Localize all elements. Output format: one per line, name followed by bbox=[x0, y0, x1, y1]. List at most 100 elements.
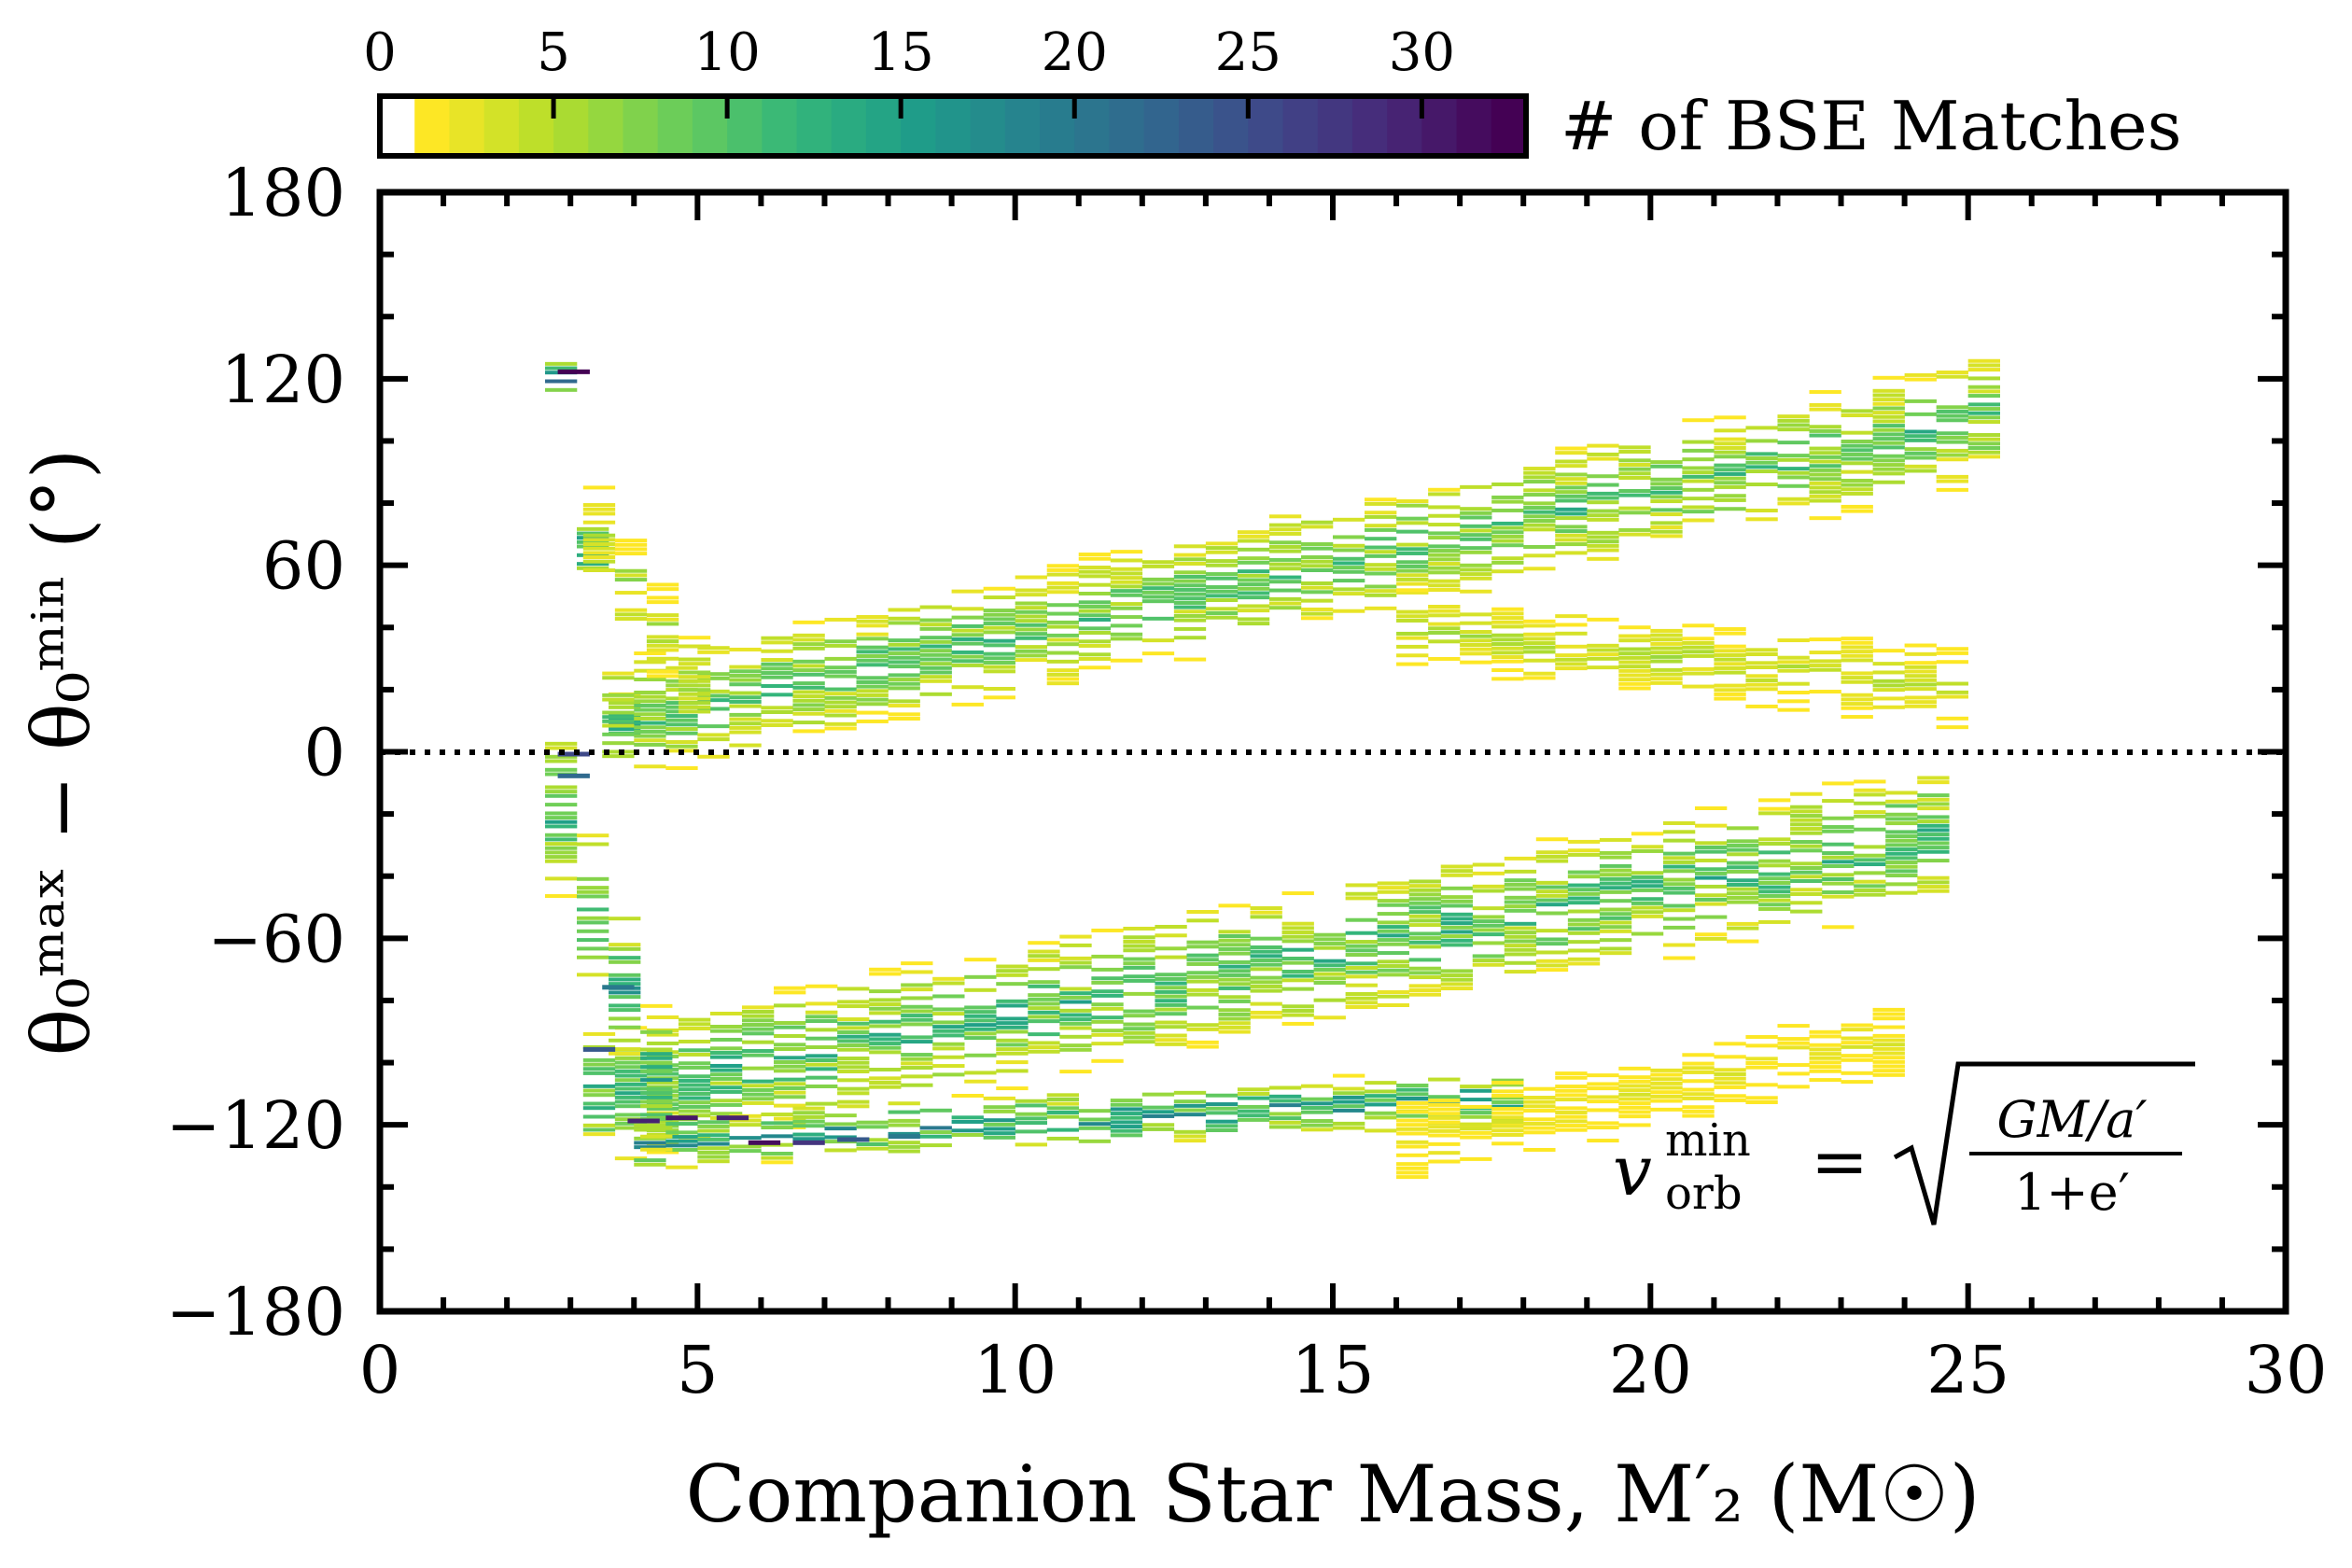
heatmap-cell bbox=[774, 1034, 806, 1039]
heatmap-cell bbox=[1186, 961, 1219, 966]
heatmap-cell bbox=[1472, 923, 1505, 928]
y-tick-label: 0 bbox=[303, 715, 345, 791]
heatmap-cell bbox=[1841, 1023, 1873, 1028]
heatmap-cell bbox=[1059, 1043, 1092, 1048]
heatmap-cell bbox=[824, 656, 857, 661]
heatmap-cell bbox=[1758, 837, 1791, 842]
heatmap-cell bbox=[1504, 908, 1537, 913]
heatmap-cell bbox=[1917, 833, 1950, 837]
heatmap-cell bbox=[1854, 779, 1886, 784]
heatmap-cell bbox=[1028, 1045, 1060, 1050]
heatmap-cell bbox=[1790, 822, 1823, 827]
heatmap-cell bbox=[1428, 1112, 1461, 1116]
heatmap-cell bbox=[582, 551, 616, 555]
heatmap-cell bbox=[1967, 385, 2000, 389]
heatmap-cell bbox=[1268, 575, 1302, 580]
heatmap-cell bbox=[1777, 1024, 1810, 1029]
heatmap-cell bbox=[824, 721, 857, 726]
heatmap-cell bbox=[792, 1132, 825, 1137]
heatmap-cell bbox=[774, 1025, 806, 1029]
heatmap-cell bbox=[1110, 602, 1143, 607]
heatmap-cell bbox=[640, 1065, 673, 1070]
y-tick-label: 180 bbox=[220, 155, 345, 231]
heatmap-cell bbox=[1396, 1084, 1429, 1088]
heatmap-cell bbox=[1872, 1051, 1905, 1056]
heatmap-cell bbox=[901, 983, 933, 987]
heatmap-cell bbox=[1218, 973, 1251, 977]
heatmap-cell bbox=[1904, 651, 1937, 656]
heatmap-cell bbox=[1155, 1020, 1187, 1025]
heatmap-cell bbox=[1587, 1082, 1619, 1086]
heatmap-cell bbox=[1523, 1086, 1556, 1091]
heatmap-cell bbox=[1904, 412, 1937, 416]
heatmap-cell bbox=[1173, 1090, 1207, 1095]
heatmap-cell bbox=[1345, 974, 1378, 979]
heatmap-cell bbox=[709, 1112, 743, 1116]
heatmap-cell bbox=[1714, 437, 1746, 441]
heatmap-cell bbox=[1841, 1057, 1873, 1062]
heatmap-cell bbox=[1662, 943, 1696, 947]
heatmap-cell bbox=[1872, 1056, 1905, 1060]
heatmap-cell bbox=[1745, 508, 1778, 512]
heatmap-cell bbox=[1745, 674, 1778, 679]
heatmap-cell bbox=[1460, 1135, 1492, 1140]
heatmap-cell bbox=[1523, 488, 1556, 493]
heatmap-cell bbox=[761, 640, 793, 645]
heatmap-cell bbox=[1587, 665, 1619, 670]
heatmap-cell bbox=[1268, 540, 1302, 545]
heatmap-cell bbox=[1440, 895, 1474, 900]
heatmap-cell bbox=[614, 547, 648, 552]
heatmap-cell bbox=[888, 678, 920, 682]
heatmap-cell bbox=[1408, 905, 1442, 910]
heatmap-cell bbox=[1281, 926, 1314, 931]
heatmap-cell bbox=[919, 605, 952, 609]
heatmap-cell bbox=[1777, 1037, 1810, 1042]
heatmap-cell bbox=[1141, 581, 1175, 586]
heatmap-cell bbox=[1491, 1111, 1524, 1115]
heatmap-cell bbox=[1618, 467, 1651, 471]
heatmap-cell bbox=[1809, 455, 1841, 459]
heatmap-cell bbox=[1345, 991, 1378, 996]
heatmap-cell bbox=[1650, 534, 1683, 539]
heatmap-cell bbox=[1046, 611, 1080, 616]
heatmap-cell bbox=[1015, 606, 1047, 610]
heatmap-cell bbox=[1491, 560, 1524, 565]
heatmap-cell bbox=[609, 990, 641, 995]
heatmap-cell bbox=[1631, 879, 1664, 884]
heatmap-cell bbox=[1714, 683, 1746, 688]
heatmap-cell bbox=[634, 651, 666, 656]
heatmap-cell bbox=[837, 1004, 870, 1009]
heatmap-cell bbox=[1822, 799, 1855, 804]
heatmap-cell bbox=[577, 562, 609, 567]
heatmap-cell bbox=[919, 1126, 952, 1130]
heatmap-cell bbox=[996, 1047, 1029, 1052]
heatmap-cell bbox=[1777, 665, 1810, 669]
heatmap-cell bbox=[1872, 463, 1905, 468]
colorbar-tick-label: 25 bbox=[1215, 22, 1281, 83]
heatmap-cell bbox=[544, 387, 578, 392]
y-axis-label: θ₀ᵐᵃˣ − θ₀ᵐⁱⁿ (°) bbox=[16, 449, 107, 1057]
heatmap-cell bbox=[1059, 943, 1092, 947]
heatmap-cell bbox=[1300, 559, 1334, 564]
heatmap-cell bbox=[1408, 975, 1442, 980]
heatmap-cell bbox=[709, 1011, 743, 1015]
heatmap-cell bbox=[1936, 694, 1968, 699]
heatmap-cell bbox=[1396, 1105, 1429, 1110]
heatmap-cell bbox=[1917, 880, 1950, 885]
heatmap-cell bbox=[1841, 448, 1873, 453]
heatmap-cell bbox=[1110, 606, 1143, 610]
heatmap-cell bbox=[901, 1009, 933, 1014]
heatmap-cell bbox=[1091, 993, 1124, 998]
heatmap-cell bbox=[1872, 688, 1905, 693]
heatmap-cell bbox=[1904, 469, 1937, 473]
heatmap-cell bbox=[1904, 455, 1937, 460]
heatmap-cell bbox=[1218, 943, 1251, 947]
heatmap-cell bbox=[1809, 389, 1841, 394]
heatmap-cell bbox=[1345, 953, 1378, 958]
heatmap-cell bbox=[678, 1052, 711, 1057]
heatmap-cell bbox=[729, 691, 762, 695]
heatmap-cell bbox=[634, 764, 666, 769]
heatmap-cell-peak bbox=[665, 1115, 698, 1121]
heatmap-cell bbox=[932, 1029, 965, 1033]
heatmap-cell bbox=[1587, 643, 1619, 648]
